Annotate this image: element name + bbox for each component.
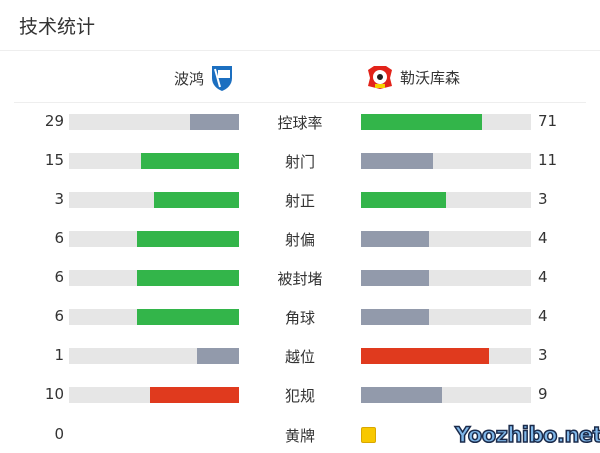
divider [14,102,586,103]
home-value: 3 [54,190,64,208]
stat-label: 角球 [284,309,315,327]
watermark: Yoozhibo.net [454,422,600,448]
stat-label: 射门 [284,153,315,171]
away-bar-fill [361,114,482,130]
away-bar [361,387,531,403]
away-value: 4 [538,268,548,286]
bochum-logo-icon [212,66,233,91]
away-value: 71 [538,112,558,130]
stat-label: 越位 [284,348,315,366]
stat-row: 6 角球 4 [0,307,600,327]
home-bar [69,270,239,286]
home-value: 10 [44,385,64,403]
stat-label: 黄牌 [284,427,315,445]
home-value: 15 [44,151,64,169]
home-bar [69,387,239,403]
away-team-name: 勒沃库森 [400,68,461,87]
away-bar [361,231,531,247]
away-bar-fill [361,153,433,169]
stat-label: 犯规 [284,387,315,405]
stat-label: 射偏 [284,231,315,249]
home-bar-fill [149,387,239,403]
page-title: 技术统计 [19,16,96,38]
home-value: 6 [54,307,64,325]
yellow-card-icon [361,427,376,443]
home-value: 6 [54,229,64,247]
home-bar [69,192,239,208]
home-value: 0 [54,425,64,443]
home-bar [69,231,239,247]
away-bar [361,153,531,169]
stat-row: 6 射偏 4 [0,229,600,249]
stat-row: 1 越位 3 [0,346,600,366]
stat-label: 射正 [284,192,315,210]
stat-label: 控球率 [277,114,323,132]
home-bar-fill [137,270,239,286]
home-bar-fill [189,114,239,130]
away-bar-fill [361,192,446,208]
away-bar [361,114,531,130]
home-bar [69,114,239,130]
stat-row-yellow-cards: 0 黄牌 [0,425,600,445]
stat-row: 6 被封堵 4 [0,268,600,288]
away-value: 3 [538,346,548,364]
stat-row: 10 犯规 9 [0,385,600,405]
away-value: 11 [538,151,558,169]
home-bar-fill [137,309,239,325]
stat-label: 被封堵 [277,270,323,288]
home-bar-fill [137,231,239,247]
away-bar [361,348,531,364]
stat-row: 29 控球率 71 [0,112,600,132]
home-bar-fill [140,153,239,169]
away-bar-fill [361,309,429,325]
away-bar [361,309,531,325]
home-team[interactable]: 波鸿 [174,64,234,92]
leverkusen-logo-icon [368,66,392,89]
home-bar [69,153,239,169]
away-bar-fill [361,270,429,286]
home-bar-fill [196,348,239,364]
home-value: 29 [44,112,64,130]
divider [0,50,600,51]
away-team[interactable]: 勒沃库森 [366,64,460,90]
home-bar [69,309,239,325]
away-value: 9 [538,385,548,403]
home-bar-fill [154,192,239,208]
away-bar [361,192,531,208]
home-team-name: 波鸿 [174,69,205,88]
away-value: 4 [538,307,548,325]
away-bar-fill [361,387,442,403]
home-bar [69,348,239,364]
home-value: 1 [54,346,64,364]
stat-row: 3 射正 3 [0,190,600,210]
away-bar [361,270,531,286]
stat-row: 15 射门 11 [0,151,600,171]
home-value: 6 [54,268,64,286]
away-value: 4 [538,229,548,247]
away-bar-fill [361,348,489,364]
away-value: 3 [538,190,548,208]
away-bar-fill [361,231,429,247]
